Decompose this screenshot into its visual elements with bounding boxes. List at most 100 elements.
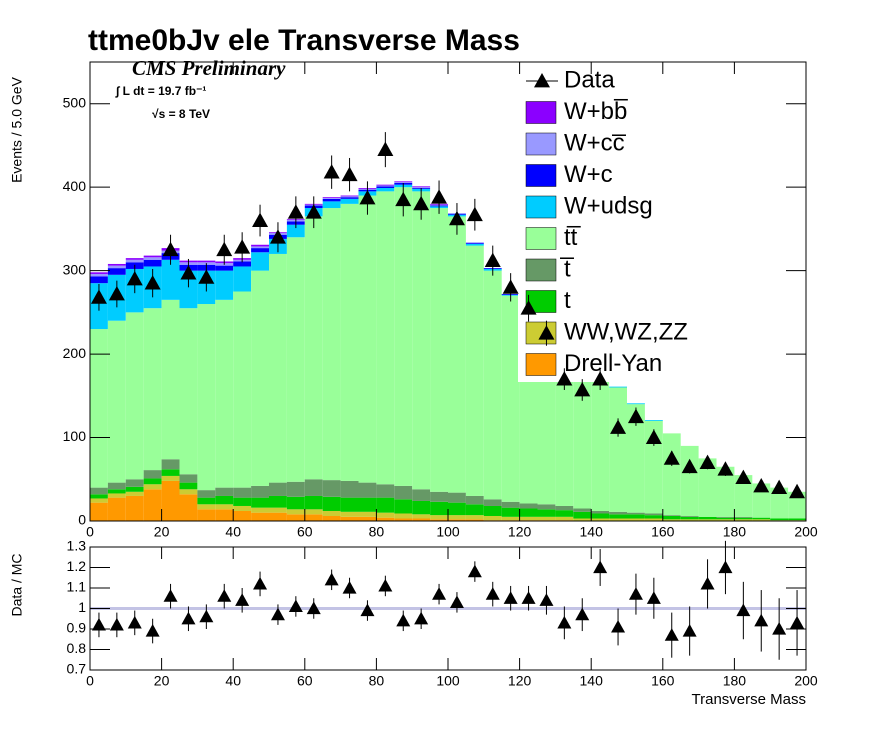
data-point [90,289,107,304]
histogram-bar [251,497,269,508]
histogram-bar [394,187,413,486]
histogram-bar [179,482,198,490]
histogram-bar [90,276,108,284]
histogram-bar [519,503,538,509]
histogram-bar [107,489,126,494]
data-point [323,164,340,179]
histogram-bar [644,515,663,519]
data-point [682,624,697,637]
data-point [341,166,358,182]
histogram-bar [609,387,627,512]
y-tick-label: 0.8 [67,640,87,656]
data-point [539,593,554,606]
data-point [199,609,214,623]
histogram-bar [125,258,144,260]
histogram-bar [483,499,502,506]
histogram-bar [394,499,413,514]
legend-label: W+c [564,161,613,188]
histogram-bar [179,308,198,475]
histogram-bar [161,475,180,481]
histogram-bar [251,485,269,498]
data-point [717,461,734,476]
histogram-bar [340,497,359,512]
histogram-bar [430,208,448,492]
data-point [592,371,609,386]
histogram-bar [286,481,305,497]
histogram-bar [412,514,431,519]
y-tick-label: 100 [63,428,87,444]
histogram-bar [161,469,180,476]
histogram-bar [125,486,144,492]
histogram-bar [465,504,484,516]
histogram-bar [376,484,395,498]
histogram-bar [591,510,610,514]
histogram-bar [233,261,252,267]
histogram-bar [233,266,252,292]
data-point [414,611,429,625]
data-point [145,624,160,637]
histogram-bar [519,516,538,521]
data-point [235,593,250,606]
histogram-bar [143,257,162,260]
legend-swatch [525,353,557,376]
histogram-bar [90,494,108,499]
histogram-bar [322,496,341,511]
x-tick-label: 60 [297,524,313,540]
x-tick-label: 80 [369,673,385,689]
histogram-bar [680,519,699,521]
histogram-bar [322,201,341,209]
data-point [718,560,733,574]
data-point [377,141,394,157]
data-point [789,483,806,499]
histogram-bar [269,495,287,508]
data-point [448,210,465,226]
histogram-bar [197,504,216,510]
legend-label: W+bb̅ [564,98,628,125]
histogram-bar [555,516,574,521]
histogram-bar [662,515,681,516]
histogram-bar [251,244,269,247]
histogram-bar [376,185,395,187]
histogram-bar [573,518,592,521]
histogram-bar [179,474,198,483]
histogram-bar [465,243,484,244]
histogram-bar [412,187,431,189]
data-point [772,622,787,635]
x-axis-label: Transverse Mass [692,691,806,708]
histogram-bar [698,516,717,520]
histogram-bar [465,495,484,505]
histogram-bar [591,513,610,519]
histogram-bar [107,493,126,498]
histogram-bar [161,459,180,470]
histogram-bar [215,509,234,521]
histogram-bar [107,268,126,275]
histogram-bar [376,191,395,485]
data-point [502,279,519,294]
histogram-bar [358,497,377,512]
histogram-bar [627,404,645,513]
histogram-bar [251,507,269,513]
histogram-bar [251,248,269,253]
histogram-bar [340,480,359,498]
histogram-bar [537,516,556,521]
histogram-bar [788,491,806,519]
data-point [432,587,447,600]
y-axis-label: Events / 5.0 GeV [9,76,25,182]
histogram-bar [143,470,162,479]
data-point [144,275,161,290]
histogram-bar [215,504,234,510]
histogram-bar [465,519,484,521]
histogram-bar [734,519,753,521]
histogram-bar [125,259,144,263]
data-point [126,270,143,286]
histogram-bar [143,308,162,471]
histogram-bar [125,491,144,496]
histogram-bar [501,507,520,517]
data-point [520,300,537,315]
histogram-bar [573,362,592,509]
histogram-bar [251,252,269,271]
histogram-bar [483,515,502,521]
x-tick-label: 140 [580,673,604,689]
data-point [645,429,662,444]
data-point [681,458,698,474]
